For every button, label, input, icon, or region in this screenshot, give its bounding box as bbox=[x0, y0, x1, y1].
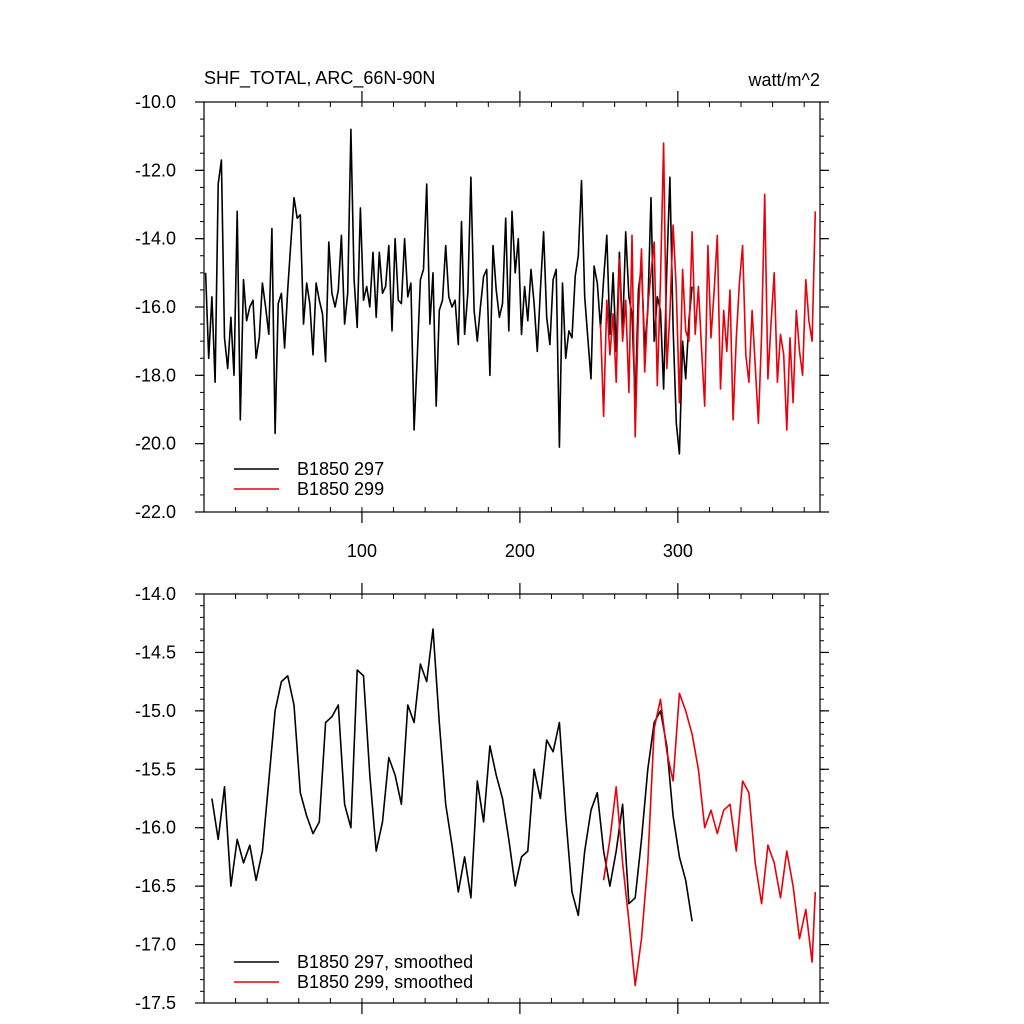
legend-label: B1850 297 bbox=[297, 459, 384, 479]
x-tick-label: 300 bbox=[663, 541, 693, 561]
y-tick-label: -22.0 bbox=[135, 502, 176, 522]
series-line-2 bbox=[602, 692, 817, 987]
y-tick-label: -12.0 bbox=[135, 160, 176, 180]
legend-label: B1850 299, smoothed bbox=[297, 972, 473, 992]
chart-title: SHF_TOTAL, ARC_66N-90N bbox=[204, 68, 435, 89]
series-line-2 bbox=[599, 142, 817, 438]
bottom-panel: -17.5 -17.0 -16.5 -16.0 -15.5 -15.0 -14.5 -14.0… bbox=[135, 583, 829, 1014]
series-line-1 bbox=[211, 628, 693, 922]
y-tick-label: -17.0 bbox=[135, 935, 176, 955]
top-panel-frame bbox=[203, 101, 821, 513]
y-tick-label: -14.0 bbox=[135, 584, 176, 604]
legend-label: B1850 299 bbox=[297, 479, 384, 499]
y-tick-label: -16.0 bbox=[135, 818, 176, 838]
legend-label: B1850 297, smoothed bbox=[297, 952, 473, 972]
x-tick-label: 200 bbox=[505, 541, 535, 561]
y-tick-label: -10.0 bbox=[135, 92, 176, 112]
y-tick-label: -14.0 bbox=[135, 229, 176, 249]
units-label: watt/m^2 bbox=[748, 70, 820, 90]
series-line-1 bbox=[204, 128, 693, 455]
bottom-panel-frame bbox=[203, 593, 821, 1004]
y-tick-label: -17.5 bbox=[135, 993, 176, 1013]
y-tick-label: -15.5 bbox=[135, 759, 176, 779]
y-tick-label: -15.0 bbox=[135, 701, 176, 721]
top-panel: -22.0 -20.0 -18.0 -16.0 -14.0 -12.0 -10.0 100 20… bbox=[135, 91, 829, 561]
x-tick-label: 100 bbox=[347, 541, 377, 561]
y-tick-label: -16.0 bbox=[135, 297, 176, 317]
y-tick-label: -18.0 bbox=[135, 365, 176, 385]
y-tick-label: -14.5 bbox=[135, 642, 176, 662]
y-tick-label: -20.0 bbox=[135, 434, 176, 454]
y-tick-label: -16.5 bbox=[135, 876, 176, 896]
